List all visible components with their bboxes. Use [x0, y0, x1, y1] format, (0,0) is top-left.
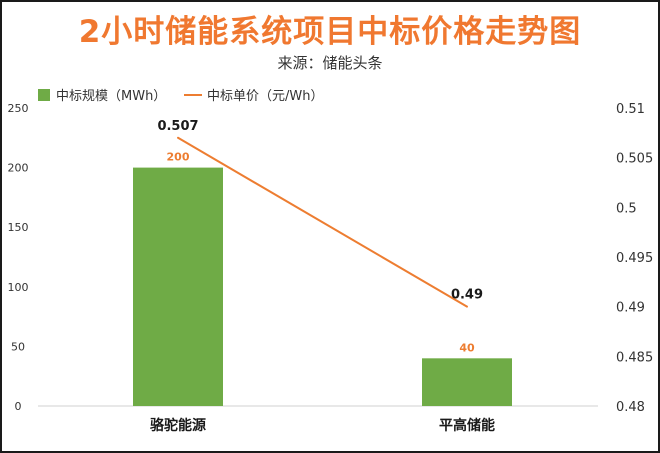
chart-subtitle: 来源：储能头条	[277, 54, 383, 72]
line-point	[466, 305, 468, 308]
bar	[422, 358, 512, 406]
right-tick-label: 0.495	[616, 251, 653, 266]
right-tick-label: 0.505	[616, 152, 653, 167]
line-data-label: 0.49	[451, 288, 483, 303]
chart-title: 2小时储能系统项目中标价格走势图	[78, 14, 582, 50]
right-tick-label: 0.485	[616, 350, 653, 365]
bar-series: 200 40	[133, 151, 512, 406]
bar	[133, 167, 223, 406]
line-data-label: 0.507	[157, 119, 198, 134]
right-tick-label: 0.49	[616, 301, 645, 316]
left-tick-label: 0	[15, 400, 22, 413]
right-tick-label: 0.51	[616, 102, 645, 117]
left-axis: 0 50 100 150 200 250	[8, 102, 29, 413]
legend-bar-swatch	[38, 89, 50, 101]
line-series: 0.507 0.49	[157, 119, 483, 308]
right-tick-label: 0.5	[616, 201, 637, 216]
bar-data-label: 200	[167, 151, 190, 164]
left-tick-label: 50	[11, 340, 25, 353]
category-labels: 骆驼能源 平高储能	[150, 417, 495, 434]
left-tick-label: 100	[8, 281, 29, 294]
right-axis: 0.48 0.485 0.49 0.495 0.5 0.505 0.51	[616, 102, 653, 415]
right-tick-label: 0.48	[616, 400, 645, 415]
legend-line-label: 中标单价（元/Wh）	[207, 89, 323, 104]
price-line	[177, 136, 468, 308]
category-label: 平高储能	[439, 417, 495, 434]
left-tick-label: 250	[8, 102, 29, 115]
left-tick-label: 150	[8, 221, 29, 234]
legend: 中标规模（MWh） 中标单价（元/Wh）	[38, 89, 323, 104]
legend-bar-label: 中标规模（MWh）	[56, 89, 166, 104]
category-label: 骆驼能源	[150, 417, 206, 434]
bar-data-label: 40	[459, 341, 475, 354]
line-point	[177, 136, 179, 139]
left-tick-label: 200	[8, 162, 29, 175]
